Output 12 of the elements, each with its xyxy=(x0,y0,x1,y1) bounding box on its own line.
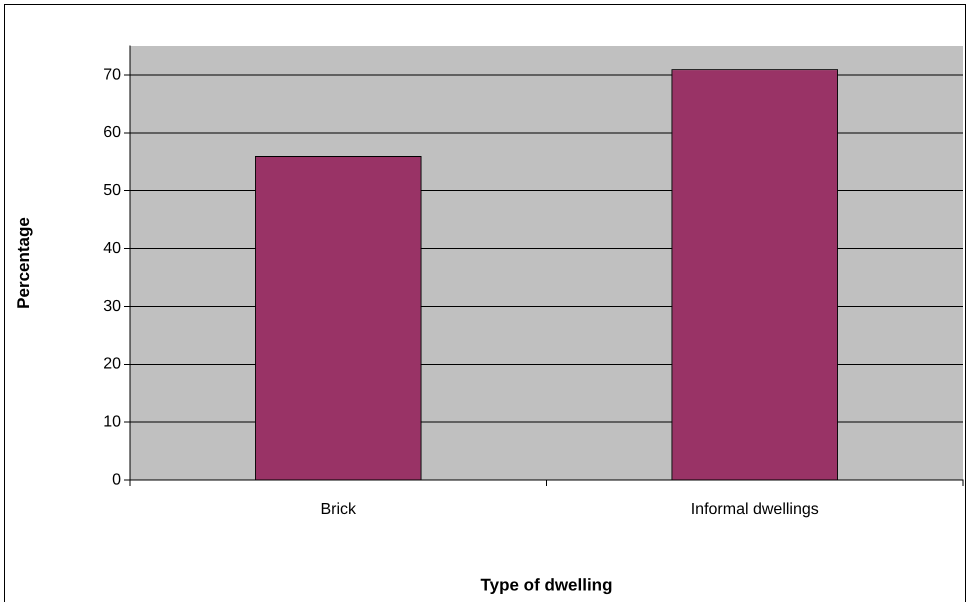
y-tick-label: 10 xyxy=(103,414,122,431)
y-axis-title: Percentage xyxy=(14,217,33,309)
y-tick-label: 0 xyxy=(112,471,122,488)
y-tick-label: 40 xyxy=(103,240,122,257)
x-axis-title: Type of dwelling xyxy=(480,575,612,594)
y-tick-label: 70 xyxy=(103,66,122,84)
x-tick-label: Brick xyxy=(320,501,358,518)
y-tick-label: 30 xyxy=(103,298,122,315)
y-tick-label: 20 xyxy=(103,356,122,373)
x-tick-label: Informal dwellings xyxy=(690,501,819,518)
y-tick-label: 50 xyxy=(103,182,122,200)
y-tick-label: 60 xyxy=(103,124,122,142)
